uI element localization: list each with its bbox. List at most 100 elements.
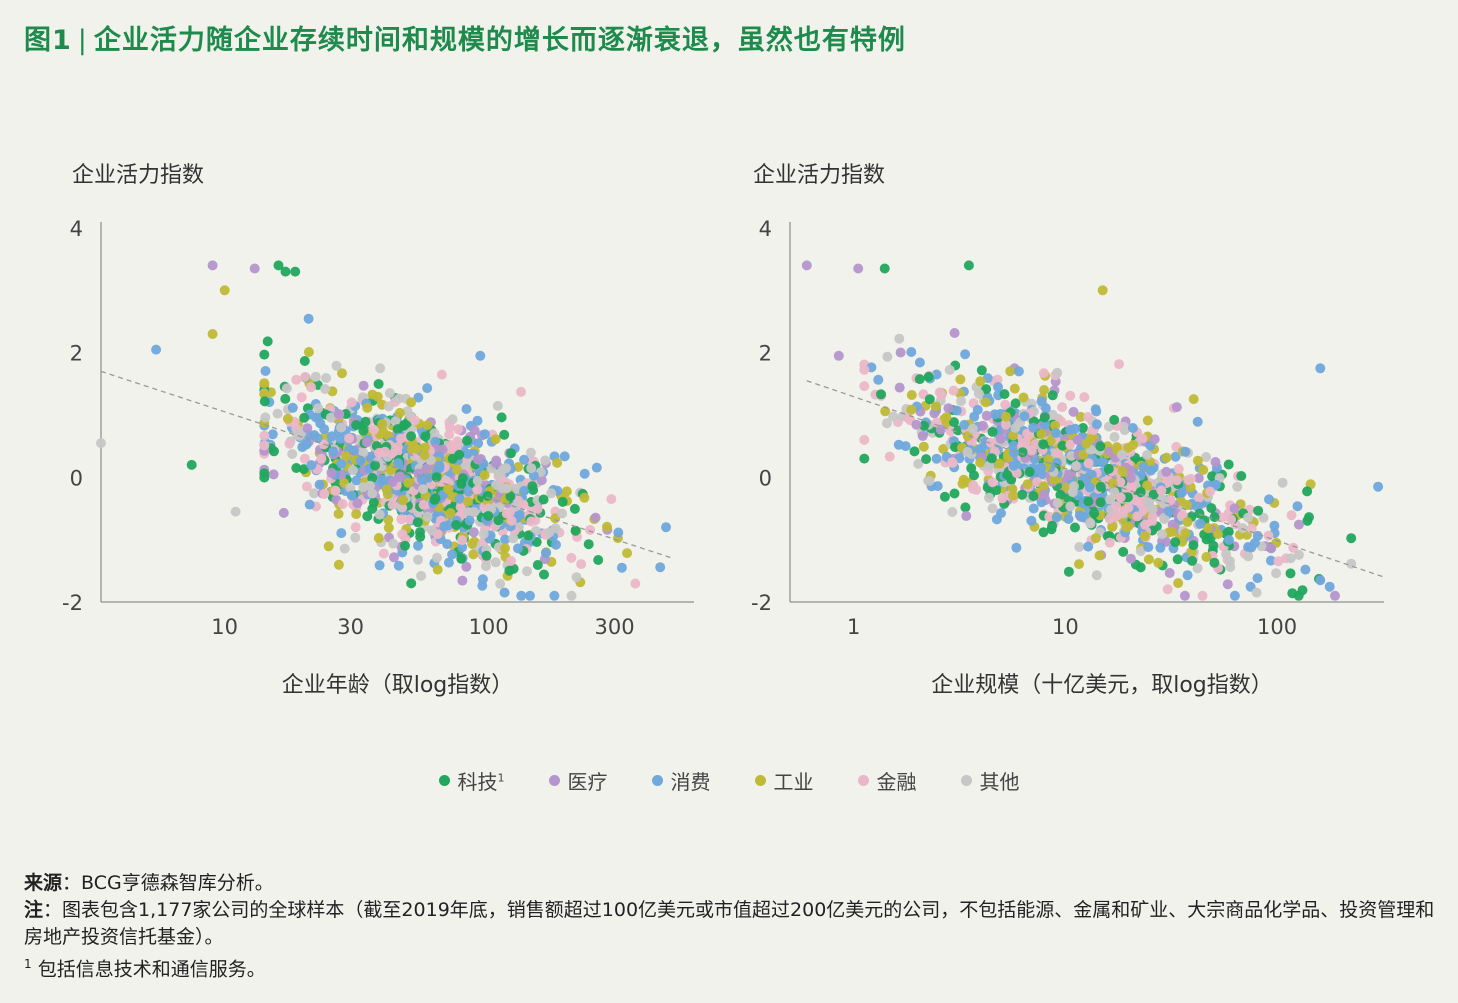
data-point bbox=[931, 453, 942, 464]
data-point bbox=[559, 451, 570, 462]
data-point bbox=[1182, 517, 1193, 527]
legend-item-4: 金融 bbox=[857, 766, 917, 795]
data-point bbox=[461, 561, 472, 572]
data-point bbox=[478, 529, 489, 539]
note-line: 注：图表包含1,177家公司的全球样本（截至2019年底，销售额超过100亿美元… bbox=[24, 899, 1435, 948]
data-point bbox=[895, 347, 906, 358]
data-point bbox=[346, 397, 357, 408]
data-point bbox=[475, 350, 486, 361]
data-point bbox=[881, 418, 892, 429]
data-point bbox=[422, 511, 433, 522]
data-point bbox=[1149, 434, 1160, 445]
data-point bbox=[389, 552, 399, 563]
data-point bbox=[976, 365, 987, 376]
data-point bbox=[550, 523, 561, 534]
data-point bbox=[873, 374, 884, 385]
data-point bbox=[336, 458, 347, 469]
data-point bbox=[377, 418, 388, 429]
data-point bbox=[501, 483, 512, 494]
data-point bbox=[523, 530, 534, 541]
data-point bbox=[980, 397, 991, 408]
x-tick-label: 10 bbox=[1052, 615, 1079, 639]
data-point bbox=[345, 482, 356, 493]
data-point bbox=[420, 431, 431, 442]
legend-marker bbox=[857, 775, 869, 786]
data-point bbox=[884, 451, 895, 462]
data-point bbox=[447, 549, 458, 560]
data-point bbox=[479, 470, 490, 481]
data-points bbox=[801, 260, 1384, 601]
data-point bbox=[362, 402, 373, 413]
data-point bbox=[602, 521, 612, 532]
data-point bbox=[1179, 590, 1190, 601]
data-point bbox=[919, 420, 930, 431]
data-point bbox=[1155, 542, 1166, 553]
data-point bbox=[1194, 492, 1204, 503]
data-point bbox=[496, 412, 507, 423]
data-point bbox=[462, 448, 473, 459]
data-point bbox=[462, 496, 473, 507]
data-point bbox=[272, 408, 283, 419]
data-point bbox=[906, 390, 917, 400]
data-point bbox=[1052, 367, 1063, 378]
data-point bbox=[406, 397, 417, 408]
data-point bbox=[230, 506, 241, 517]
data-point bbox=[186, 459, 197, 470]
data-point bbox=[273, 260, 284, 271]
data-point bbox=[506, 555, 516, 566]
data-point bbox=[1095, 481, 1106, 492]
data-point bbox=[985, 437, 996, 448]
title-separator: | bbox=[77, 25, 88, 56]
y-axis-title: 企业活力指数 bbox=[72, 163, 204, 188]
data-point bbox=[259, 378, 270, 389]
data-point bbox=[522, 566, 532, 577]
data-point bbox=[479, 429, 490, 440]
data-point bbox=[451, 520, 462, 530]
data-point bbox=[1036, 462, 1046, 473]
data-point bbox=[395, 433, 406, 444]
legend-marker bbox=[548, 775, 560, 786]
data-point bbox=[1225, 556, 1235, 567]
data-point bbox=[1091, 570, 1102, 581]
data-point bbox=[1148, 489, 1159, 500]
data-point bbox=[900, 441, 911, 452]
data-point bbox=[415, 527, 425, 538]
data-point bbox=[1252, 530, 1263, 541]
data-point bbox=[986, 453, 997, 464]
data-point bbox=[301, 439, 312, 450]
data-point bbox=[894, 382, 905, 393]
data-point bbox=[655, 562, 666, 573]
data-point bbox=[1125, 473, 1136, 484]
data-point bbox=[1195, 518, 1206, 529]
data-point bbox=[151, 344, 162, 355]
data-point bbox=[416, 570, 427, 581]
data-point bbox=[661, 522, 671, 533]
data-point bbox=[1038, 527, 1049, 538]
legend: 科技1 医疗 消费 工业 金融 其他 bbox=[0, 766, 1458, 795]
data-point bbox=[456, 553, 467, 564]
data-point bbox=[1103, 463, 1114, 474]
data-point bbox=[1083, 496, 1094, 507]
data-point bbox=[1008, 490, 1019, 501]
data-point bbox=[1039, 489, 1050, 500]
data-point bbox=[348, 445, 359, 456]
data-point bbox=[1292, 501, 1303, 512]
data-point bbox=[394, 472, 404, 483]
data-point bbox=[1297, 585, 1308, 596]
legend-marker bbox=[438, 775, 450, 786]
data-point bbox=[269, 446, 279, 457]
data-point bbox=[262, 336, 273, 347]
data-point bbox=[546, 488, 557, 499]
y-tick-label: 4 bbox=[70, 217, 83, 241]
data-point bbox=[473, 438, 484, 449]
data-point bbox=[445, 508, 456, 519]
data-point bbox=[493, 515, 504, 526]
data-point bbox=[963, 260, 974, 271]
data-point bbox=[1161, 452, 1172, 463]
data-point bbox=[284, 438, 295, 449]
data-point bbox=[1288, 542, 1299, 553]
data-point bbox=[352, 498, 363, 509]
data-point bbox=[528, 470, 539, 481]
data-point bbox=[1143, 542, 1154, 553]
data-point bbox=[1118, 546, 1129, 557]
